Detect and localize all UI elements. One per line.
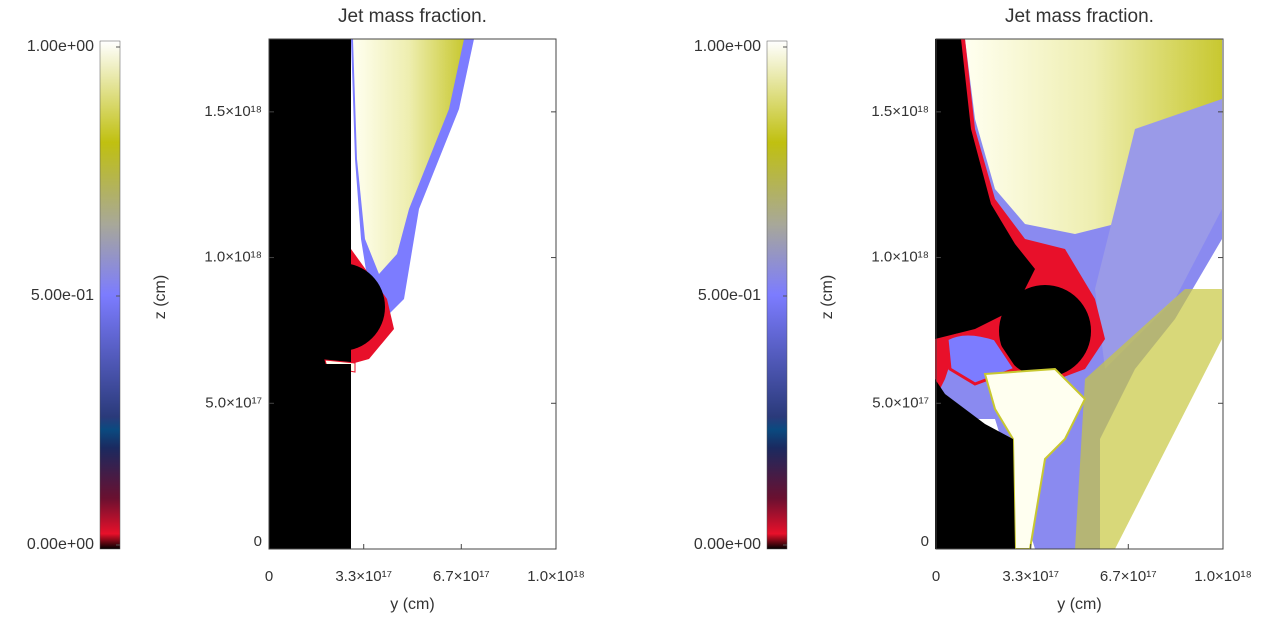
x-tick-label: 6.7×10¹⁷ [433,568,490,585]
y-tick-label: 0 [254,533,262,550]
simulation-image [935,39,1222,549]
colorbar [766,40,788,550]
y-tick-label: 1.5×10¹⁸ [204,103,262,120]
colorbar-tick-label: 5.00e-01 [698,287,761,304]
x-tick-label: 0 [932,568,940,585]
y-tick-label: 5.0×10¹⁷ [872,394,929,411]
y-tick-label: 1.5×10¹⁸ [871,103,929,120]
y-axis-label: z (cm) [819,275,836,319]
y-axis-label: z (cm) [152,275,169,319]
x-tick-label: 0 [265,568,273,585]
chart-title: Jet mass fraction. [1005,6,1154,27]
colorbar-tick-label: 5.00e-01 [31,287,94,304]
y-tick-label: 0 [921,533,929,550]
x-tick-label: 6.7×10¹⁷ [1100,568,1157,585]
chart-title: Jet mass fraction. [338,6,487,27]
x-tick-label: 3.3×10¹⁷ [335,568,392,585]
y-tick-label: 1.0×10¹⁸ [204,249,262,266]
x-tick-label: 3.3×10¹⁷ [1002,568,1059,585]
x-tick-label: 1.0×10¹⁸ [527,568,585,585]
colorbar-tick-label: 1.00e+00 [27,38,94,55]
y-tick-label: 1.0×10¹⁸ [871,249,929,266]
y-tick-label: 5.0×10¹⁷ [205,394,262,411]
colorbar-tick-label: 0.00e+00 [694,536,761,553]
colorbar-tick-label: 0.00e+00 [27,536,94,553]
simulation-image [269,39,556,549]
x-axis-label: y (cm) [390,596,434,613]
x-axis-label: y (cm) [1057,596,1101,613]
colorbar [99,40,121,550]
x-tick-label: 1.0×10¹⁸ [1194,568,1252,585]
colorbar-tick-label: 1.00e+00 [694,38,761,55]
axes-frame [268,38,557,550]
axes-frame [935,38,1224,550]
